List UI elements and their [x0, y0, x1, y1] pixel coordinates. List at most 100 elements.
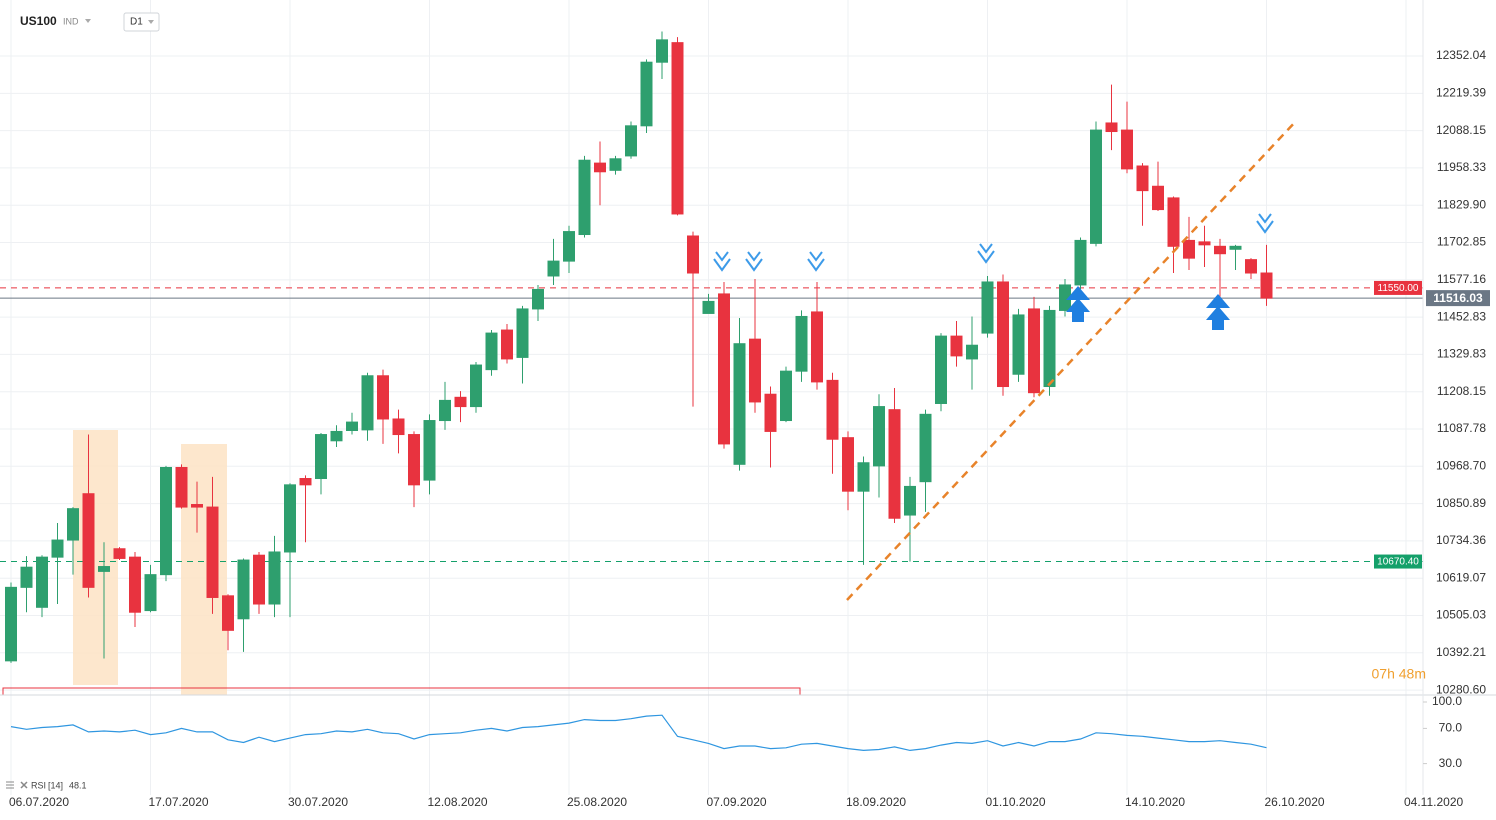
- rsi-line: [10, 714, 1267, 752]
- candle-body: [361, 375, 374, 431]
- y-tick-label: 11208.15: [1437, 384, 1486, 398]
- candle-body: [5, 586, 17, 662]
- candle-body: [749, 338, 761, 403]
- candle-body: [346, 421, 358, 431]
- candle-body: [1121, 129, 1133, 170]
- candle-body: [1167, 197, 1180, 247]
- highlight-box: [181, 444, 227, 695]
- candle-body: [175, 466, 188, 508]
- candle-body: [1105, 122, 1118, 133]
- up-arrow: [1206, 294, 1230, 330]
- candle-body: [640, 61, 653, 127]
- candle-body: [609, 158, 622, 171]
- candle-body: [950, 335, 963, 357]
- candle-body: [966, 344, 978, 360]
- down-arrow: [713, 251, 731, 272]
- rsi-tick-label: 30.0: [1439, 756, 1463, 770]
- y-tick-label: 12219.39: [1436, 85, 1486, 99]
- candle-timer: 07h 48m: [1372, 666, 1426, 682]
- x-tick-label: 26.10.2020: [1265, 795, 1325, 809]
- level-label-box: [1374, 280, 1422, 295]
- candle-body: [423, 420, 436, 481]
- candle-body: [129, 556, 141, 613]
- candle-body: [392, 418, 405, 436]
- candle-body: [1198, 241, 1211, 246]
- y-tick-label: 10968.70: [1436, 458, 1486, 472]
- level-label: 10670.40: [1377, 557, 1419, 568]
- candle-body: [516, 308, 529, 358]
- dropdown-caret[interactable]: [148, 20, 154, 24]
- rsi-tick-label: 100.0: [1432, 694, 1462, 708]
- y-tick-label: 10619.07: [1436, 570, 1486, 584]
- dropdown-caret[interactable]: [85, 19, 91, 23]
- rsi-period: [14]: [48, 780, 63, 790]
- candle-body: [733, 343, 746, 465]
- candle-body: [1074, 239, 1087, 286]
- trendline: [846, 119, 1298, 601]
- settings-icon[interactable]: [6, 781, 14, 789]
- candle-body: [330, 430, 343, 442]
- down-arrow: [1256, 213, 1274, 234]
- candle-body: [842, 437, 854, 492]
- zone-box: [2, 687, 801, 695]
- rsi-tick-label: 70.0: [1439, 721, 1463, 735]
- timeframe-button[interactable]: [123, 12, 160, 32]
- y-tick-label: 10505.03: [1436, 608, 1486, 622]
- candle-body: [981, 281, 994, 334]
- x-tick-label: 17.07.2020: [149, 795, 209, 809]
- candle-body: [625, 125, 637, 157]
- rsi-name: RSI: [31, 780, 46, 790]
- y-tick-label: 11702.85: [1437, 235, 1486, 249]
- down-arrows: [713, 213, 1274, 272]
- candle-body: [718, 293, 730, 445]
- close-icon[interactable]: [20, 781, 28, 789]
- y-tick-label: 11577.16: [1437, 272, 1486, 286]
- candle-body: [1214, 245, 1226, 255]
- highlight-box: [73, 430, 118, 685]
- candle-body: [98, 566, 110, 572]
- candle-body: [1136, 165, 1149, 192]
- candle-body: [501, 329, 513, 360]
- candle-body: [299, 478, 312, 486]
- y-tick-label: 11329.83: [1437, 347, 1486, 361]
- last-price-box: [1426, 290, 1490, 307]
- x-tick-label: 30.07.2020: [288, 795, 348, 809]
- last-price-label: 11516.03: [1433, 291, 1483, 305]
- candle-body: [20, 566, 33, 588]
- x-tick-label: 25.08.2020: [567, 795, 627, 809]
- candle-body: [888, 409, 901, 519]
- candle-body: [547, 260, 560, 277]
- candle-body: [671, 42, 684, 215]
- instrument-type: IND: [63, 16, 79, 26]
- x-tick-label: 07.09.2020: [707, 795, 767, 809]
- y-tick-label: 11087.78: [1437, 421, 1486, 435]
- candle-body: [144, 574, 157, 612]
- candle-body: [1028, 308, 1040, 394]
- candle-body: [439, 399, 451, 422]
- candle-body: [253, 554, 265, 605]
- candle-body: [113, 548, 126, 559]
- candle-body: [51, 539, 64, 558]
- candle-body: [795, 315, 808, 372]
- y-tick-label: 10280.60: [1436, 682, 1486, 696]
- candle-body: [826, 379, 839, 440]
- candle-body: [237, 559, 250, 620]
- y-tick-label: 11829.90: [1437, 197, 1486, 211]
- y-tick-label: 10734.36: [1436, 533, 1486, 547]
- candle-body: [1012, 314, 1025, 375]
- candle-body: [36, 556, 48, 608]
- candle-body: [1090, 129, 1102, 244]
- level-label: 11550.00: [1378, 283, 1419, 294]
- candle-body: [873, 406, 885, 467]
- level-label-box: [1374, 554, 1422, 569]
- candle-body: [857, 462, 870, 492]
- timeframe: D1: [130, 17, 143, 28]
- up-arrows: [1066, 286, 1230, 330]
- y-tick-label: 12352.04: [1436, 48, 1486, 62]
- candle-body: [1043, 309, 1056, 388]
- candle-body: [532, 288, 544, 310]
- symbol: US100: [20, 14, 57, 28]
- y-tick-label: 10850.89: [1436, 496, 1486, 510]
